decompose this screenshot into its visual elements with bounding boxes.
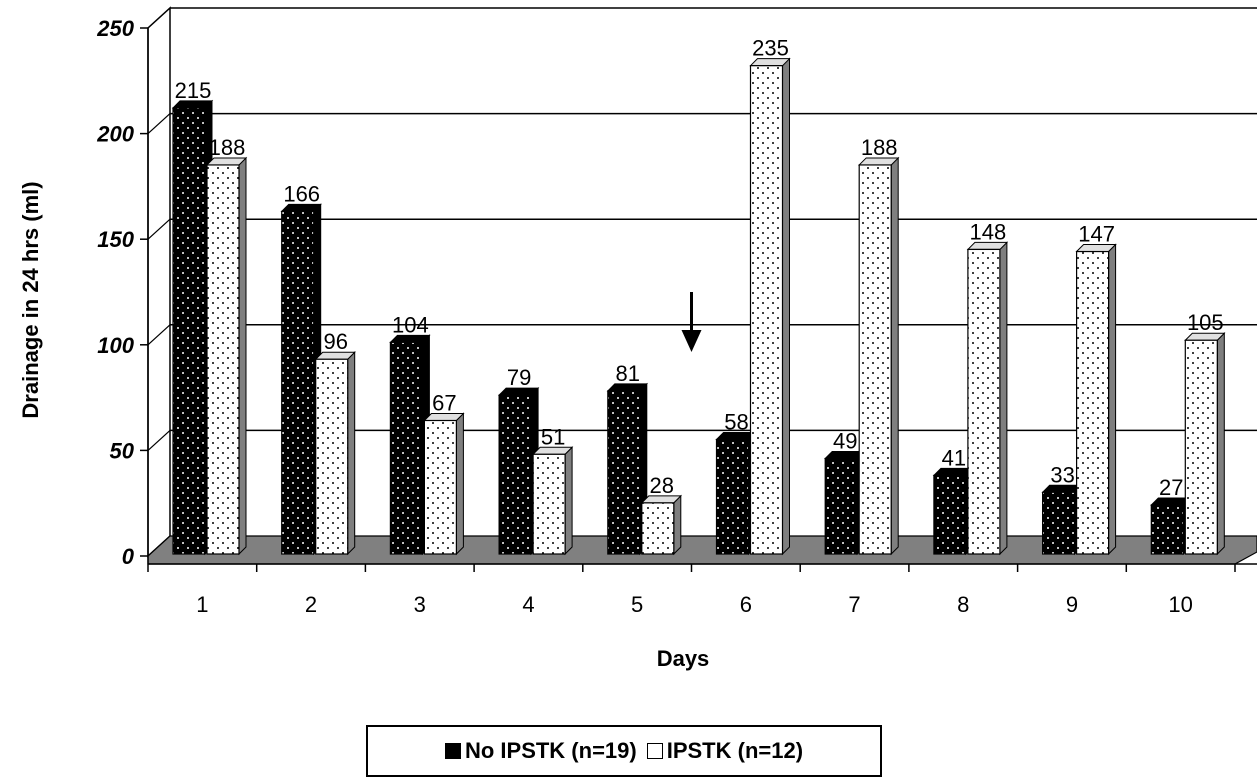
x-tick-label: 2 (305, 592, 317, 617)
gridline-side (147, 429, 171, 451)
y-tick-label: 150 (97, 227, 134, 252)
bar-ipstk (1184, 339, 1218, 555)
bar-ipstk-side (1216, 332, 1225, 556)
data-label-no-ipstk: 215 (175, 78, 212, 103)
data-label-ipstk: 148 (970, 219, 1007, 244)
gridline-side (147, 113, 171, 135)
x-tick-label: 7 (848, 592, 860, 617)
data-label-ipstk: 51 (541, 424, 565, 449)
bar-no-ipstk (824, 457, 858, 555)
bar-ipstk-side (1108, 243, 1117, 556)
x-tick-label: 1 (196, 592, 208, 617)
data-label-no-ipstk: 41 (942, 445, 966, 470)
data-label-ipstk: 105 (1187, 310, 1224, 335)
data-label-ipstk: 147 (1078, 222, 1115, 247)
bar-ipstk (315, 358, 349, 555)
legend: No IPSTK (n=19) IPSTK (n=12) (366, 725, 882, 777)
x-tick-label: 5 (631, 592, 643, 617)
bar-ipstk (532, 453, 566, 555)
bar-no-ipstk (1041, 491, 1076, 555)
y-tick-label: 50 (110, 438, 135, 463)
data-label-no-ipstk: 81 (616, 361, 640, 386)
data-label-no-ipstk: 58 (724, 410, 748, 435)
x-axis-title: Days (657, 646, 710, 671)
bar-ipstk (423, 419, 457, 555)
bar-no-ipstk (1150, 504, 1184, 555)
data-label-ipstk: 67 (432, 390, 456, 415)
data-label-ipstk: 188 (209, 135, 246, 160)
bar-ipstk (1075, 250, 1110, 555)
bar-ipstk-side (999, 241, 1008, 556)
x-tick-label: 3 (414, 592, 426, 617)
bar-no-ipstk (715, 438, 750, 555)
bar-no-ipstk (281, 210, 315, 555)
x-tick-label: 10 (1168, 592, 1192, 617)
legend-label-no-ipstk: No IPSTK (n=19) (464, 738, 637, 763)
bar-ipstk-side (673, 494, 682, 556)
left-wall (147, 6, 171, 558)
x-tick-label: 9 (1066, 592, 1078, 617)
annotation-arrow-head (681, 330, 702, 352)
data-label-no-ipstk: 49 (833, 429, 857, 454)
x-tick-label: 8 (957, 592, 969, 617)
y-tick-label: 0 (122, 544, 135, 569)
bar-ipstk (749, 65, 784, 555)
bar-no-ipstk (389, 341, 423, 555)
bar-ipstk-side (564, 446, 573, 556)
bar-ipstk-side (782, 57, 790, 556)
bar-ipstk-side (347, 351, 356, 556)
bar-ipstk-side (890, 156, 899, 556)
legend-item-no-ipstk: No IPSTK (n=19) (444, 738, 637, 764)
data-label-no-ipstk: 104 (392, 312, 429, 337)
data-label-ipstk: 235 (752, 36, 789, 61)
data-label-no-ipstk: 79 (507, 365, 531, 390)
bar-ipstk (858, 164, 892, 555)
legend-swatch-ipstk (646, 743, 663, 759)
data-label-ipstk: 188 (861, 135, 898, 160)
legend-label-ipstk: IPSTK (n=12) (666, 738, 804, 763)
data-label-no-ipstk: 33 (1050, 462, 1074, 487)
bar-ipstk-side (455, 412, 464, 556)
data-label-ipstk: 28 (650, 473, 674, 498)
y-tick-label: 200 (96, 122, 134, 147)
y-tick-label: 250 (96, 16, 134, 41)
data-label-no-ipstk: 166 (283, 181, 320, 206)
bar-no-ipstk (172, 107, 206, 555)
data-label-no-ipstk: 27 (1159, 475, 1183, 500)
x-tick-label: 4 (522, 592, 534, 617)
data-label-ipstk: 96 (323, 329, 347, 354)
gridline-side (147, 218, 171, 240)
bar-ipstk (967, 248, 1001, 555)
bar-no-ipstk (933, 474, 967, 555)
bar-ipstk-side (238, 156, 247, 556)
x-tick-label: 6 (740, 592, 752, 617)
bar-no-ipstk (607, 390, 641, 555)
y-axis-title: Drainage in 24 hrs (ml) (18, 181, 43, 418)
bar-ipstk (641, 502, 675, 555)
bar-ipstk (206, 164, 240, 555)
gridline-side (147, 324, 171, 346)
y-tick-label: 100 (97, 333, 134, 358)
legend-item-ipstk: IPSTK (n=12) (646, 738, 804, 764)
legend-swatch-no-ipstk (444, 743, 461, 759)
bar-no-ipstk (498, 394, 532, 555)
